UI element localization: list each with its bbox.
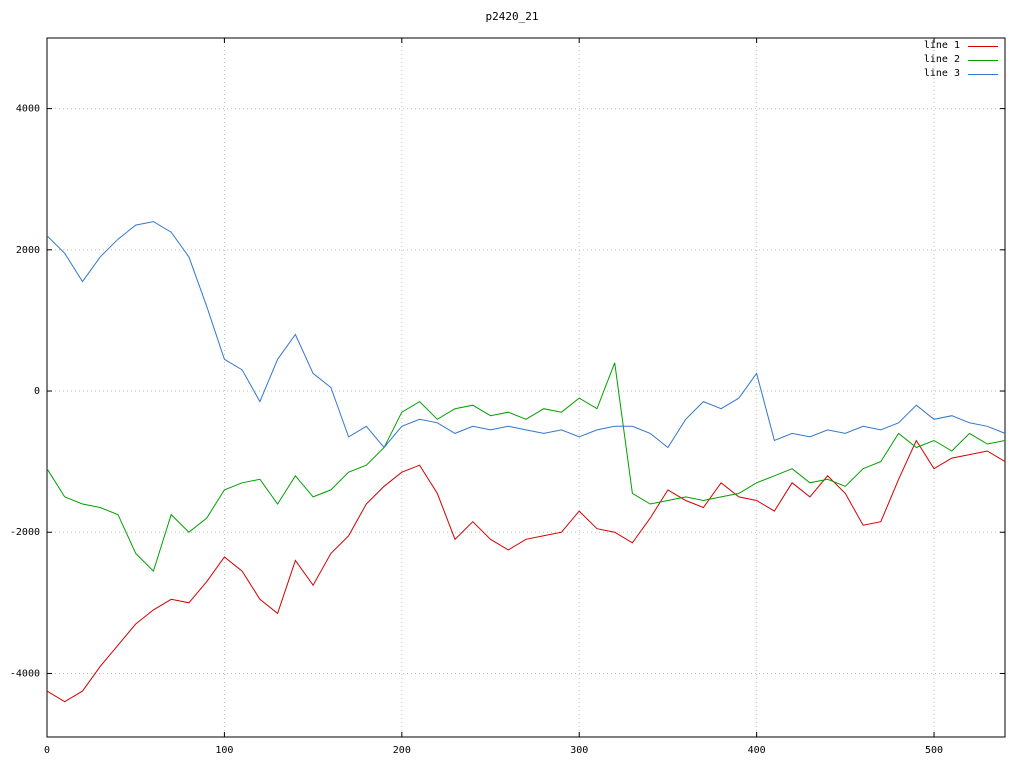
chart-title: p2420_21 bbox=[485, 10, 539, 23]
svg-text:500: 500 bbox=[925, 745, 943, 756]
svg-text:-2000: -2000 bbox=[10, 527, 40, 538]
legend-item: line 1 bbox=[924, 40, 998, 52]
legend-label: line 1 bbox=[923, 40, 960, 51]
legend-item: line 2 bbox=[924, 54, 998, 66]
legend-line-sample bbox=[968, 45, 998, 47]
legend-label: line 2 bbox=[923, 54, 960, 65]
svg-text:4000: 4000 bbox=[16, 104, 40, 115]
svg-text:400: 400 bbox=[748, 745, 766, 756]
svg-text:0: 0 bbox=[34, 386, 40, 397]
legend: line 1 line 2 line 3 bbox=[924, 40, 998, 80]
svg-text:100: 100 bbox=[215, 745, 233, 756]
legend-line-sample bbox=[968, 73, 998, 75]
svg-text:0: 0 bbox=[44, 745, 50, 756]
svg-text:2000: 2000 bbox=[16, 245, 40, 256]
legend-item: line 3 bbox=[924, 68, 998, 80]
legend-label: line 3 bbox=[923, 68, 960, 79]
svg-text:200: 200 bbox=[393, 745, 411, 756]
svg-text:-4000: -4000 bbox=[10, 668, 40, 679]
svg-text:300: 300 bbox=[570, 745, 588, 756]
legend-line-sample bbox=[968, 59, 998, 61]
